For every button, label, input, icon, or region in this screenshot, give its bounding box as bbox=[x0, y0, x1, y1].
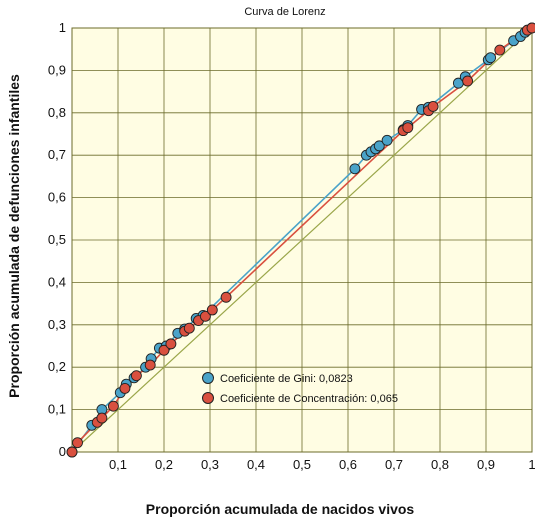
concentration-point bbox=[96, 412, 108, 424]
gini-point bbox=[485, 52, 497, 64]
x-tick-label: 0,2 bbox=[155, 457, 173, 472]
y-tick-label: 0,4 bbox=[48, 274, 66, 289]
legend-concentration-marker bbox=[202, 392, 214, 404]
y-tick-label: 0,9 bbox=[48, 62, 66, 77]
concentration-point bbox=[119, 382, 131, 394]
concentration-point bbox=[130, 370, 142, 382]
x-tick-label: 0,3 bbox=[201, 457, 219, 472]
x-tick-label: 0,6 bbox=[339, 457, 357, 472]
concentration-point bbox=[427, 100, 439, 112]
concentration-point bbox=[72, 437, 83, 449]
concentration-point bbox=[526, 22, 535, 34]
concentration-series-points bbox=[66, 22, 535, 458]
legend-concentration-label: Coeficiente de Concentración: 0,065 bbox=[220, 393, 398, 405]
y-tick-label: 1 bbox=[59, 20, 66, 35]
y-tick-label: 0 bbox=[59, 444, 66, 459]
gini-point bbox=[381, 134, 393, 146]
concentration-point bbox=[494, 44, 506, 56]
concentration-point bbox=[462, 75, 474, 87]
y-tick-label: 0,5 bbox=[48, 232, 66, 247]
concentration-point bbox=[158, 344, 170, 356]
y-tick-label: 0,3 bbox=[48, 317, 66, 332]
y-axis-label: Proporción acumulada de defunciones infa… bbox=[6, 74, 22, 398]
y-tick-label: 0,2 bbox=[48, 359, 66, 374]
legend-gini-label: Coeficiente de Gini: 0,0823 bbox=[220, 373, 353, 385]
concentration-point bbox=[107, 400, 119, 412]
x-tick-label: 0,1 bbox=[109, 457, 127, 472]
x-tick-label: 0,9 bbox=[477, 457, 495, 472]
concentration-point bbox=[402, 122, 414, 134]
x-tick-label: 0,8 bbox=[431, 457, 449, 472]
y-tick-label: 0,1 bbox=[48, 402, 66, 417]
concentration-point bbox=[206, 304, 218, 316]
x-tick-label: 0,7 bbox=[385, 457, 403, 472]
concentration-point bbox=[199, 310, 211, 322]
legend: Coeficiente de Gini: 0,0823 Coeficiente … bbox=[202, 372, 398, 405]
concentration-point bbox=[144, 359, 156, 371]
y-tick-label: 0,6 bbox=[48, 190, 66, 205]
gini-point bbox=[373, 140, 385, 152]
x-tick-label: 0,4 bbox=[247, 457, 265, 472]
x-axis-label: Proporción acumulada de nacidos vivos bbox=[146, 501, 415, 517]
equality-line bbox=[71, 27, 533, 453]
x-tick-label: 0,5 bbox=[293, 457, 311, 472]
legend-gini-marker bbox=[202, 372, 214, 384]
y-tick-label: 0,7 bbox=[48, 147, 66, 162]
y-axis-ticks: 0 0,1 0,2 0,3 0,4 0,5 0,6 0,7 0,8 0,9 1 bbox=[48, 20, 66, 459]
concentration-point bbox=[165, 338, 177, 350]
x-axis-ticks: 0,1 0,2 0,3 0,4 0,5 0,6 0,7 0,8 0,9 1 bbox=[109, 457, 535, 472]
concentration-point bbox=[66, 446, 78, 458]
y-tick-label: 0,8 bbox=[48, 105, 66, 120]
x-tick-label: 1 bbox=[528, 457, 535, 472]
gini-point bbox=[349, 163, 361, 175]
concentration-point bbox=[183, 322, 195, 334]
chart-title: Curva de Lorenz bbox=[244, 6, 325, 18]
concentration-point bbox=[220, 291, 232, 303]
